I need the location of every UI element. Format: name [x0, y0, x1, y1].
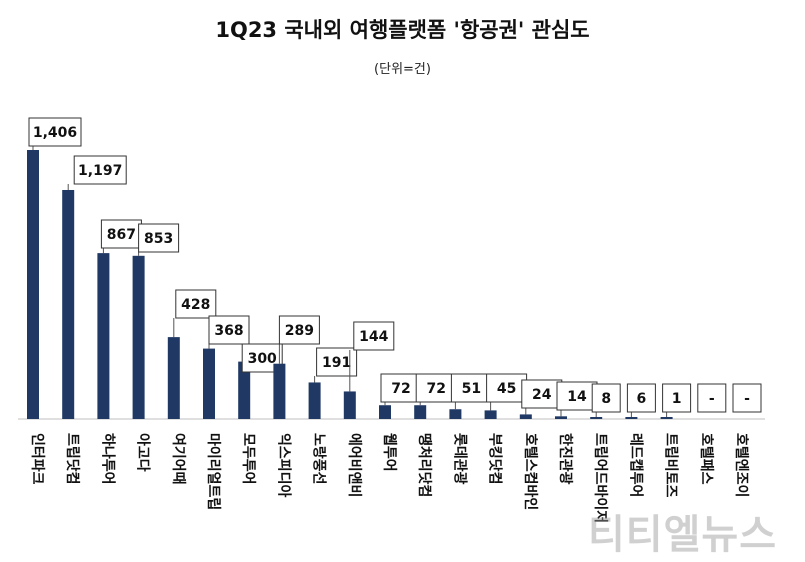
value-label-box	[556, 381, 598, 411]
value-label: 289	[285, 323, 314, 339]
value-label: 144	[359, 329, 388, 345]
category-label: 트립닷컴	[64, 433, 81, 485]
value-label: -	[709, 391, 715, 407]
value-label-box	[591, 383, 621, 413]
category-label: 에어비앤비	[346, 433, 363, 497]
value-label-box	[138, 223, 180, 253]
value-label-box	[353, 321, 395, 351]
category-label: 아고다	[135, 433, 152, 472]
bar	[590, 417, 603, 419]
value-label: 1,197	[78, 163, 122, 179]
category-label: 호텔스컴바인	[522, 433, 539, 510]
category-label: 트립비토즈	[663, 433, 679, 498]
category-label: 호텔엔조이	[733, 433, 750, 497]
bar	[273, 363, 286, 419]
category-label: 한진관광	[557, 433, 574, 485]
value-label: 1,406	[33, 125, 77, 141]
value-label: 191	[322, 355, 351, 371]
value-label: 14	[567, 389, 587, 405]
category-label: 하나투어	[99, 433, 116, 485]
value-label: 72	[391, 381, 410, 397]
value-label: 1	[672, 391, 682, 407]
category-label: 인터파크	[29, 433, 46, 485]
value-label: 853	[144, 231, 173, 247]
value-label-box	[626, 383, 656, 413]
value-label-box	[521, 379, 563, 409]
value-label: 45	[497, 381, 516, 397]
value-label-box	[175, 289, 217, 319]
category-label: 마이리얼트립	[205, 433, 222, 510]
category-label: 웹투어	[381, 433, 398, 472]
value-label-box	[278, 315, 320, 345]
value-label: 368	[214, 323, 243, 339]
bar	[343, 391, 356, 419]
value-label: 72	[426, 381, 445, 397]
bar	[449, 409, 462, 419]
value-label-box	[28, 117, 82, 147]
bar	[62, 189, 75, 419]
value-label: 300	[248, 351, 277, 367]
bar	[414, 405, 427, 419]
category-label: 트립어드바이저	[592, 433, 609, 523]
category-label: 호텔패스	[698, 433, 714, 485]
category-label: 레드캡투어	[627, 433, 644, 497]
category-label: 롯데관광	[451, 433, 468, 485]
bar	[484, 410, 497, 419]
category-label: 땡처리닷컴	[416, 433, 433, 497]
value-label-box	[732, 383, 762, 413]
bar	[625, 417, 638, 419]
bar	[238, 361, 251, 419]
value-label: 51	[462, 381, 481, 397]
value-label-box	[208, 315, 250, 345]
category-label: 익스피디아	[275, 433, 292, 498]
bar	[555, 416, 567, 419]
bar	[660, 417, 673, 419]
value-label: 867	[107, 227, 136, 243]
value-label: 6	[637, 391, 647, 407]
value-label-box	[73, 155, 127, 185]
bar	[97, 253, 110, 419]
value-label-box	[486, 373, 528, 403]
chart-subtitle: (단위=건)	[374, 62, 431, 77]
category-label: 노랑풍선	[311, 433, 327, 485]
bar	[519, 414, 532, 419]
category-label: 모두투어	[240, 433, 257, 485]
value-label: -	[744, 391, 750, 407]
value-label: 24	[532, 387, 552, 403]
bar	[308, 382, 321, 419]
category-label: 여기어때	[170, 433, 187, 485]
chart-title: 1Q23 국내외 여행플랫폼 '항공권' 관심도	[215, 18, 590, 42]
bar	[27, 150, 39, 419]
value-label: 8	[601, 391, 611, 407]
value-label-box	[415, 373, 457, 403]
bar	[167, 337, 180, 419]
value-label-box	[662, 383, 692, 413]
category-label: 부킹닷컴	[487, 433, 504, 485]
bar	[132, 255, 145, 419]
value-label-box	[100, 219, 142, 249]
bar	[203, 348, 215, 419]
value-label-box	[450, 373, 492, 403]
bar	[379, 405, 391, 419]
watermark-logo: 티티엘뉴스	[588, 512, 777, 558]
value-label-box	[697, 383, 727, 413]
value-label: 428	[181, 297, 210, 313]
